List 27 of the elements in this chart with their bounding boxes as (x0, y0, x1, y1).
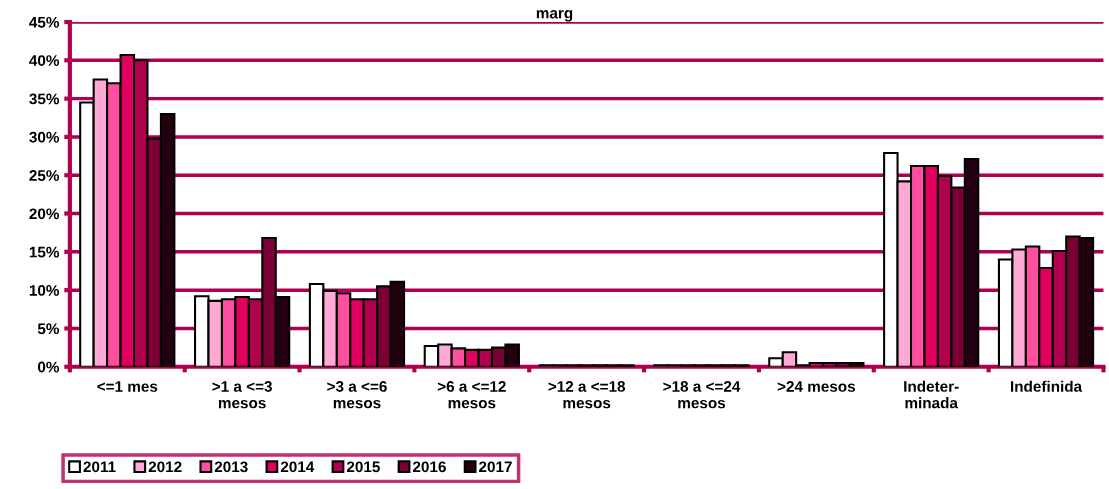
x-tick-label: Indeter- minada (904, 380, 959, 409)
legend-label: 2016 (412, 461, 446, 473)
x-tick-label: >24 mesos (777, 381, 856, 392)
x-tick-label: Indefinida (1010, 380, 1083, 392)
legend-label: 2013 (214, 461, 248, 473)
y-tick-label: 25% (29, 170, 60, 181)
y-tick-label: 45% (29, 16, 60, 28)
x-tick-label: >12 a <=18 mesos (548, 381, 626, 409)
chart-title: marg (536, 10, 573, 22)
y-tick-label: 5% (37, 323, 60, 335)
y-tick-label: 20% (29, 208, 60, 220)
x-tick-label: >6 a <=12 mesos (437, 381, 506, 409)
y-tick-label: 40% (29, 55, 60, 66)
y-tick-label: 0% (37, 361, 60, 373)
legend-label: 2011 (83, 461, 116, 473)
x-tick-label: >1 a <=3 mesos (212, 381, 272, 409)
legend-label: 2015 (346, 461, 380, 473)
x-tick-label: <=1 mes (97, 381, 158, 392)
legend-label: 2014 (280, 461, 315, 473)
y-tick-label: 35% (29, 93, 60, 105)
legend-label: 2012 (148, 461, 182, 473)
y-tick-label: 10% (29, 285, 60, 296)
legend-label: 2017 (479, 461, 512, 473)
x-tick-label: >3 a <=6 mesos (327, 381, 387, 409)
y-tick-label: 15% (29, 246, 60, 258)
x-tick-label: >18 a <=24 mesos (663, 381, 741, 409)
y-tick-label: 30% (29, 131, 60, 143)
